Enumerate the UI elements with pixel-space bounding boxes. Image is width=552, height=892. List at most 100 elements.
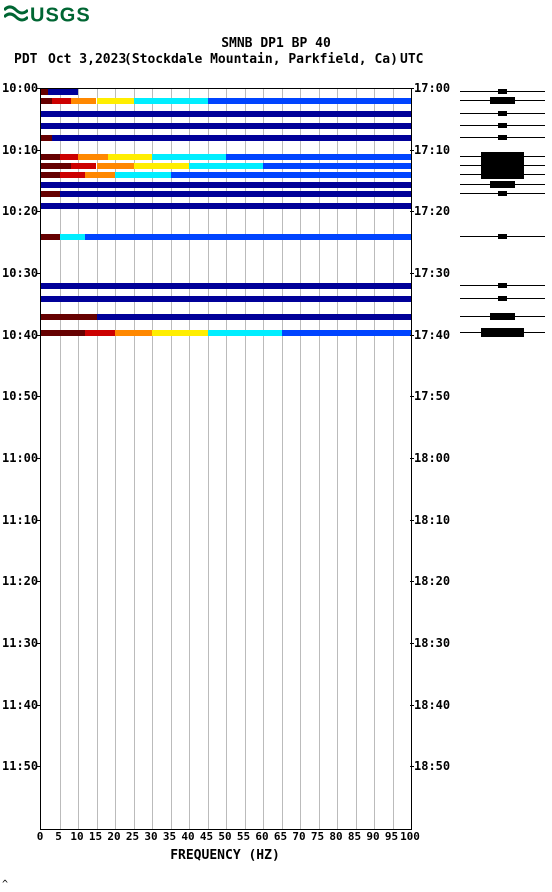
gridline-v <box>97 89 98 829</box>
trace-segment <box>41 98 52 104</box>
y-tick-right: 18:40 <box>414 698 450 712</box>
y-tick-mark <box>410 643 414 644</box>
gridline-v <box>374 89 375 829</box>
y-tick-left: 11:30 <box>2 636 38 650</box>
y-tick-mark <box>36 458 40 459</box>
trace-segment <box>208 330 282 336</box>
x-tick: 10 <box>67 830 87 843</box>
x-tick: 70 <box>289 830 309 843</box>
spectrogram-trace <box>41 330 411 336</box>
x-tick: 40 <box>178 830 198 843</box>
spectrogram-trace <box>41 182 411 188</box>
y-tick-left: 10:00 <box>2 81 38 95</box>
footer-mark: ^ <box>2 879 8 890</box>
spectrogram-trace <box>41 135 411 141</box>
location-label: (Stockdale Mountain, Parkfield, Ca) <box>124 52 398 67</box>
trace-segment <box>97 314 412 320</box>
y-tick-right: 17:20 <box>414 204 450 218</box>
x-tick: 80 <box>326 830 346 843</box>
y-tick-mark <box>410 211 414 212</box>
usgs-logo: USGS <box>4 4 91 28</box>
waveform-wiggle <box>460 125 545 126</box>
trace-segment <box>41 234 60 240</box>
trace-segment <box>97 163 134 169</box>
waveform-wiggle <box>460 156 545 157</box>
trace-segment <box>78 135 411 141</box>
trace-segment <box>208 98 412 104</box>
y-tick-mark <box>36 643 40 644</box>
trace-segment <box>108 154 152 160</box>
y-tick-mark <box>36 581 40 582</box>
gridline-v <box>263 89 264 829</box>
gridline-v <box>152 89 153 829</box>
gridline-v <box>337 89 338 829</box>
trace-segment <box>97 98 134 104</box>
x-tick: 25 <box>123 830 143 843</box>
trace-segment <box>41 111 52 117</box>
spectrogram-trace <box>41 123 411 129</box>
y-tick-right: 17:00 <box>414 81 450 95</box>
y-tick-left: 11:10 <box>2 513 38 527</box>
trace-segment <box>171 172 412 178</box>
y-tick-right: 18:10 <box>414 513 450 527</box>
y-tick-right: 18:50 <box>414 759 450 773</box>
trace-segment <box>78 154 108 160</box>
trace-segment <box>52 111 411 117</box>
y-tick-left: 11:40 <box>2 698 38 712</box>
trace-segment <box>152 330 208 336</box>
trace-segment <box>41 123 411 129</box>
trace-segment <box>134 163 190 169</box>
spectrogram-trace <box>41 296 411 302</box>
gridline-v <box>300 89 301 829</box>
trace-segment <box>52 135 78 141</box>
x-tick: 60 <box>252 830 272 843</box>
gridline-v <box>189 89 190 829</box>
trace-segment <box>41 172 60 178</box>
chart-title: SMNB DP1 BP 40 <box>0 36 552 51</box>
trace-segment <box>48 89 78 95</box>
trace-segment <box>60 191 412 197</box>
trace-segment <box>60 172 86 178</box>
spectrogram-trace <box>41 163 411 169</box>
trace-segment <box>71 163 97 169</box>
y-tick-mark <box>36 335 40 336</box>
spectrogram-trace <box>41 98 411 104</box>
x-tick: 65 <box>271 830 291 843</box>
x-tick: 20 <box>104 830 124 843</box>
right-tz-label: UTC <box>400 52 423 67</box>
trace-segment <box>85 172 115 178</box>
gridline-v <box>245 89 246 829</box>
spectrogram-trace <box>41 172 411 178</box>
x-tick: 90 <box>363 830 383 843</box>
trace-segment <box>41 330 85 336</box>
waveform-wiggle <box>460 137 545 138</box>
trace-segment <box>134 98 208 104</box>
gridline-v <box>208 89 209 829</box>
waveform-wiggle <box>460 174 545 175</box>
gridline-v <box>282 89 283 829</box>
trace-segment <box>41 283 411 289</box>
trace-segment <box>189 163 263 169</box>
x-tick: 75 <box>308 830 328 843</box>
y-tick-right: 17:10 <box>414 143 450 157</box>
y-tick-mark <box>36 88 40 89</box>
gridline-v <box>319 89 320 829</box>
waveform-wiggle <box>460 316 545 317</box>
y-tick-left: 11:20 <box>2 574 38 588</box>
y-tick-mark <box>36 520 40 521</box>
logo-wave-icon <box>4 4 28 28</box>
y-tick-left: 10:20 <box>2 204 38 218</box>
trace-segment <box>282 330 412 336</box>
waveform-wiggle <box>460 236 545 237</box>
y-tick-mark <box>410 581 414 582</box>
trace-segment <box>41 296 411 302</box>
logo-text: USGS <box>30 4 91 26</box>
trace-segment <box>41 163 71 169</box>
trace-segment <box>41 135 52 141</box>
trace-segment <box>41 191 60 197</box>
y-tick-mark <box>410 520 414 521</box>
trace-segment <box>115 172 171 178</box>
y-tick-right: 18:30 <box>414 636 450 650</box>
trace-segment <box>41 203 411 209</box>
trace-segment <box>85 234 411 240</box>
